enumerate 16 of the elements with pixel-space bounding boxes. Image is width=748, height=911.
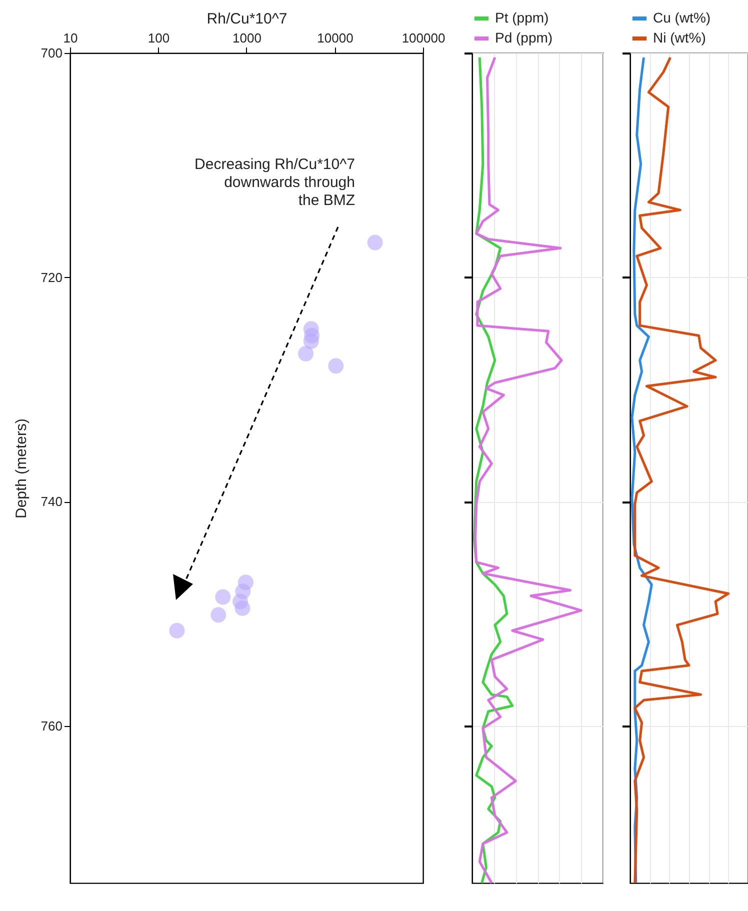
legend-label: Pd (ppm)	[495, 30, 553, 46]
y-tick-label: 740	[40, 494, 62, 510]
x-tick-label: 100000	[402, 30, 446, 46]
legend-label: Pt (ppm)	[495, 10, 549, 26]
legend-label: Ni (wt%)	[653, 30, 706, 46]
annotation: Decreasing Rh/Cu*10^7 downwards through the BMZ	[194, 156, 355, 210]
y-tick-label: 760	[40, 718, 62, 734]
x-tick-label: 1000	[232, 30, 262, 46]
y-tick-label: 700	[40, 46, 62, 60]
x-tick-label: 10000	[317, 30, 354, 46]
legend-label: Cu (wt%)	[653, 10, 711, 26]
x-tick-label: 100	[148, 30, 170, 46]
y-axis-title: Depth (meters)	[12, 418, 30, 519]
x-tick-label: 10	[63, 30, 78, 46]
y-tick-label: 720	[40, 270, 62, 285]
x-axis-title: Rh/Cu*10^7	[206, 10, 288, 28]
